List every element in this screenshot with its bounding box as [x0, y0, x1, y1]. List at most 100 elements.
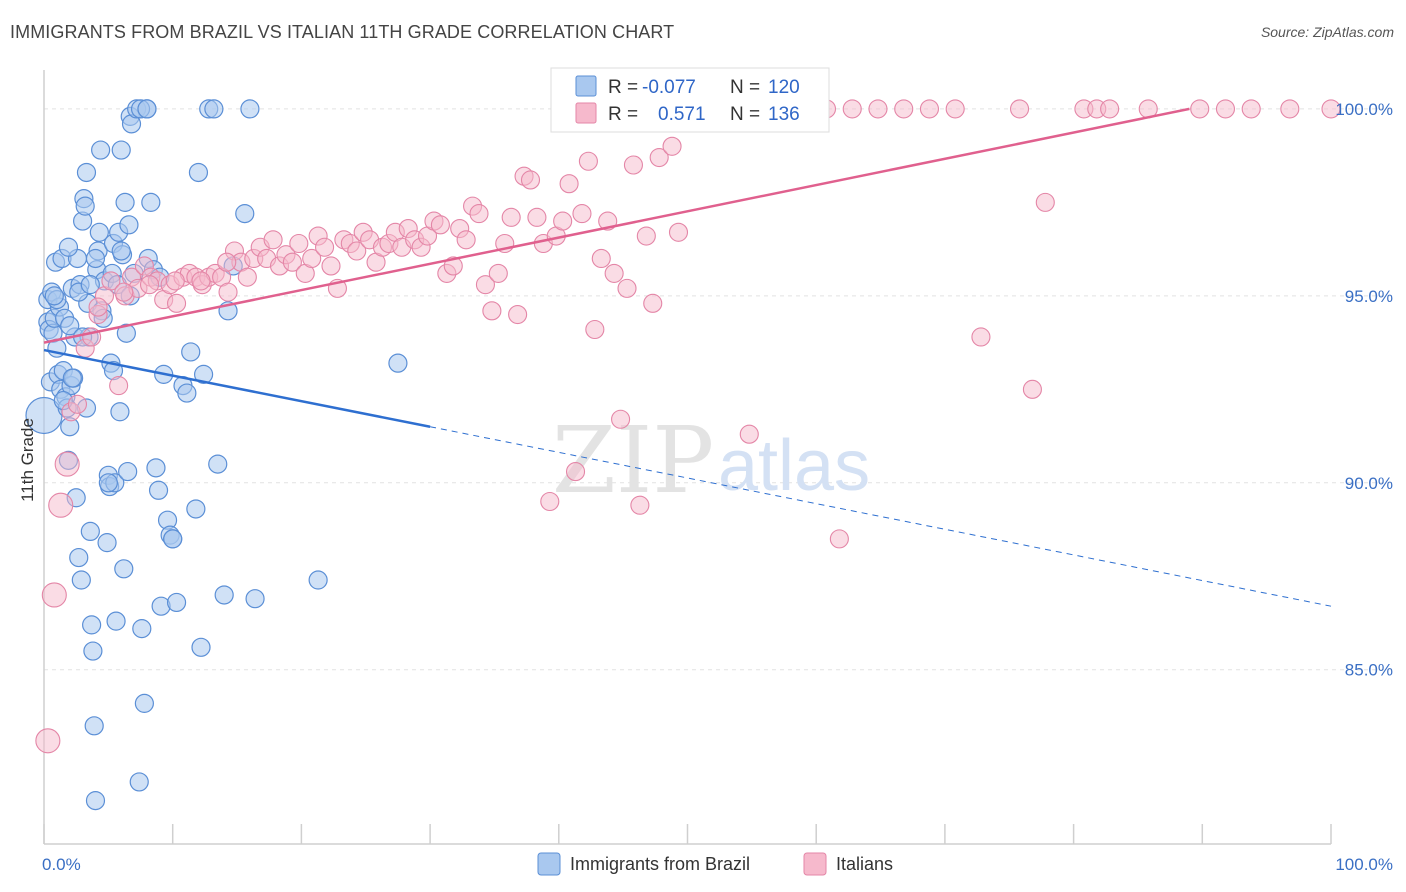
brazil-point-69 [132, 619, 152, 639]
brazil-point-88 [191, 637, 211, 657]
italian-trend-line [43, 107, 1190, 344]
brazil-point-57 [111, 140, 131, 160]
brazil-point-36 [82, 615, 102, 635]
y-tick-label-3: 100.0% [1335, 100, 1393, 119]
italian-point-130 [165, 271, 185, 291]
italian-point-93 [636, 226, 656, 246]
watermark: ZIP atlas [552, 407, 870, 514]
brazil-point-73 [141, 192, 161, 212]
italian-point-83 [572, 204, 592, 224]
italian-point-31 [237, 267, 257, 287]
italian-point-75 [520, 170, 541, 190]
brazil-point-120 [80, 275, 100, 295]
italian-point-85 [585, 319, 605, 340]
italian-point-82 [565, 462, 586, 482]
x-tick-label-0: 0.0% [42, 855, 81, 874]
y-axis-label: 11th Grade [18, 418, 37, 502]
italian-point-63 [443, 256, 463, 276]
brazil-point-31 [75, 196, 95, 216]
brazil-point-118 [58, 237, 79, 257]
italian-point-44 [321, 256, 341, 276]
italian-point-76 [527, 207, 547, 227]
brazil-point-87 [188, 162, 209, 183]
brazil-point-92 [208, 454, 228, 474]
italian-point-113 [945, 99, 965, 119]
brazil-trend-dashed [430, 426, 1332, 607]
brazil-point-32 [76, 162, 97, 183]
italian-point-61 [430, 215, 450, 235]
italian-point-131 [191, 271, 211, 291]
italian-point-28 [218, 282, 238, 302]
legend-n-value-brazil: 120 [768, 77, 800, 98]
brazil-point-117 [44, 286, 64, 306]
top-legend: R = -0.077 N = 120 R = 0.571 N = 136 [550, 67, 830, 133]
x-tick-labels: 0.0% 100.0% [42, 855, 1393, 874]
brazil-point-59 [114, 559, 134, 579]
italian-point-112 [919, 99, 940, 119]
brazil-point-43 [91, 140, 111, 160]
brazil-point-91 [204, 99, 224, 119]
legend-r-label-italian: R = [608, 104, 638, 125]
italian-point-20 [167, 293, 187, 313]
chart-title: IMMIGRANTS FROM BRAZIL VS ITALIAN 11TH G… [10, 22, 675, 42]
italian-point-129 [139, 275, 160, 295]
x-tick-label-1: 100.0% [1335, 855, 1393, 874]
brazil-point-62 [118, 461, 138, 482]
italian-point-90 [617, 278, 637, 298]
brazil-point-106 [111, 241, 131, 261]
brazil-point-82 [166, 592, 187, 613]
italian-point-11 [109, 376, 129, 396]
brazil-point-89 [193, 364, 214, 384]
italian-point-95 [649, 147, 669, 168]
italian-point-98 [668, 222, 689, 242]
brazil-point-38 [84, 716, 104, 736]
italian-point-97 [662, 136, 682, 156]
italian-point-115 [1009, 99, 1030, 119]
brazil-point-63 [119, 215, 139, 235]
italian-point-121 [1190, 99, 1210, 119]
italian-point-126 [1035, 192, 1055, 212]
italian-point-80 [553, 211, 573, 231]
italian-point-38 [282, 252, 302, 272]
trend-lines [43, 107, 1332, 607]
brazil-point-60 [115, 192, 135, 212]
italian-point-127 [88, 297, 108, 317]
legend-r-value-brazil: -0.077 [642, 77, 696, 98]
italian-point-65 [456, 230, 476, 250]
brazil-point-93 [214, 585, 234, 605]
brazil-point-26 [69, 547, 89, 568]
brazil-point-97 [240, 99, 260, 119]
italian-point-0 [35, 728, 61, 754]
brazil-point-68 [129, 772, 149, 792]
brazil-point-84 [177, 383, 197, 403]
italian-point-86 [591, 248, 611, 269]
italian-point-92 [630, 495, 650, 515]
brazil-point-56 [110, 402, 130, 422]
italian-point-1 [41, 582, 67, 608]
brazil-point-112 [62, 368, 82, 388]
italian-point-110 [868, 99, 888, 119]
top-legend-box [550, 67, 830, 133]
italian-point-108 [829, 529, 849, 549]
italian-point-10 [101, 271, 121, 291]
brazil-point-99 [308, 570, 328, 590]
bottom-legend-swatch-italian [803, 852, 827, 876]
bottom-legend-label-italian: Italians [836, 854, 893, 874]
brazil-point-39 [85, 791, 106, 811]
italian-point-123 [1241, 99, 1261, 119]
legend-n-label-brazil: N = [730, 77, 760, 98]
italian-point-119 [1100, 99, 1120, 119]
y-tick-labels: 85.0% 90.0% 95.0% 100.0% [1335, 100, 1393, 680]
watermark-zip: ZIP [552, 407, 714, 514]
italian-point-116 [1022, 379, 1042, 399]
brazil-point-105 [98, 473, 118, 493]
chart-source: Source: ZipAtlas.com [1260, 24, 1394, 40]
italian-point-109 [842, 99, 862, 119]
brazil-point-46 [97, 533, 117, 553]
brazil-point-53 [106, 611, 126, 631]
italian-point-125 [1321, 99, 1341, 119]
italian-point-122 [1215, 99, 1236, 119]
italian-point-111 [894, 99, 914, 119]
italian-point-103 [739, 424, 759, 444]
series-brazil-points [25, 99, 408, 811]
